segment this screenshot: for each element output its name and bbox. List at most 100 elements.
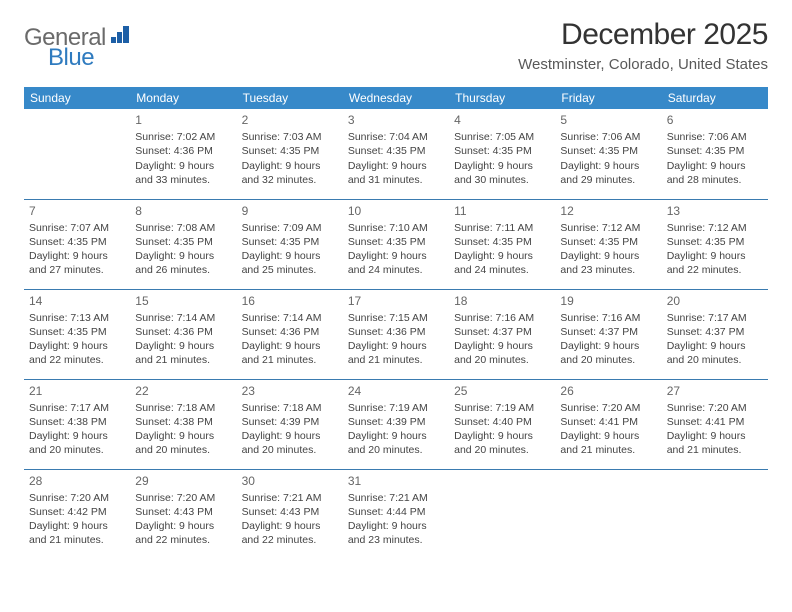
calendar-day-cell: 14Sunrise: 7:13 AMSunset: 4:35 PMDayligh…: [24, 289, 130, 379]
dl1-text: Daylight: 9 hours: [135, 429, 231, 443]
sunrise-text: Sunrise: 7:17 AM: [29, 401, 125, 415]
sunrise-text: Sunrise: 7:05 AM: [454, 130, 550, 144]
header: General Blue December 2025 Westminster, …: [24, 18, 768, 73]
dl2-text: and 20 minutes.: [135, 443, 231, 457]
calendar-day-cell: [24, 109, 130, 199]
calendar-day-cell: [449, 469, 555, 559]
dl1-text: Daylight: 9 hours: [454, 339, 550, 353]
sunset-text: Sunset: 4:36 PM: [348, 325, 444, 339]
calendar-day-cell: 22Sunrise: 7:18 AMSunset: 4:38 PMDayligh…: [130, 379, 236, 469]
dl2-text: and 23 minutes.: [560, 263, 656, 277]
day-number: 13: [667, 203, 763, 219]
dl1-text: Daylight: 9 hours: [560, 429, 656, 443]
dl1-text: Daylight: 9 hours: [135, 249, 231, 263]
day-number: 10: [348, 203, 444, 219]
dl2-text: and 20 minutes.: [560, 353, 656, 367]
sunset-text: Sunset: 4:43 PM: [242, 505, 338, 519]
sunrise-text: Sunrise: 7:12 AM: [560, 221, 656, 235]
sunrise-text: Sunrise: 7:18 AM: [242, 401, 338, 415]
dl2-text: and 22 minutes.: [667, 263, 763, 277]
day-number: 29: [135, 473, 231, 489]
dl1-text: Daylight: 9 hours: [348, 339, 444, 353]
dl1-text: Daylight: 9 hours: [135, 519, 231, 533]
calendar-day-cell: 28Sunrise: 7:20 AMSunset: 4:42 PMDayligh…: [24, 469, 130, 559]
sunset-text: Sunset: 4:37 PM: [667, 325, 763, 339]
day-number: 14: [29, 293, 125, 309]
dl2-text: and 20 minutes.: [242, 443, 338, 457]
sunrise-text: Sunrise: 7:02 AM: [135, 130, 231, 144]
sunrise-text: Sunrise: 7:20 AM: [135, 491, 231, 505]
dl2-text: and 29 minutes.: [560, 173, 656, 187]
sunset-text: Sunset: 4:43 PM: [135, 505, 231, 519]
dl2-text: and 22 minutes.: [29, 353, 125, 367]
weekday-header: Sunday: [24, 87, 130, 109]
calendar-day-cell: [555, 469, 661, 559]
day-number: 15: [135, 293, 231, 309]
sunset-text: Sunset: 4:39 PM: [242, 415, 338, 429]
sunset-text: Sunset: 4:35 PM: [348, 235, 444, 249]
dl1-text: Daylight: 9 hours: [667, 159, 763, 173]
sunrise-text: Sunrise: 7:18 AM: [135, 401, 231, 415]
calendar-week-row: 14 Sunrise: 7:13 AMSunset: 4:35 PM Dayligh…: [24, 289, 768, 379]
sunrise-text: Sunrise: 7:06 AM: [667, 130, 763, 144]
calendar-day-cell: 3Sunrise: 7:04 AMSunset: 4:35 PMDaylight…: [343, 109, 449, 199]
dl1-text: Daylight: 9 hours: [242, 159, 338, 173]
sunset-text: Sunset: 4:35 PM: [242, 144, 338, 158]
sunrise-text: Sunrise: 7:13 AM: [29, 311, 125, 325]
calendar-day-cell: 4Sunrise: 7:05 AMSunset: 4:35 PMDaylight…: [449, 109, 555, 199]
day-number: 28: [29, 473, 125, 489]
weekday-header: Monday: [130, 87, 236, 109]
sunrise-text: Sunrise: 7:17 AM: [667, 311, 763, 325]
sunset-text: Sunset: 4:35 PM: [29, 325, 125, 339]
dl1-text: Daylight: 9 hours: [242, 339, 338, 353]
dl2-text: and 23 minutes.: [348, 533, 444, 547]
sunrise-text: Sunrise: 7:10 AM: [348, 221, 444, 235]
dl2-text: and 26 minutes.: [135, 263, 231, 277]
day-number: 17: [348, 293, 444, 309]
day-number: 2: [242, 112, 338, 128]
day-number: 25: [454, 383, 550, 399]
calendar-day-cell: 29 Sunrise: 7:20 AMSunset: 4:43 PMDayligh…: [130, 469, 236, 559]
calendar-day-cell: 25Sunrise: 7:19 AMSunset: 4:40 PMDayligh…: [449, 379, 555, 469]
sunrise-text: Sunrise: 7:19 AM: [454, 401, 550, 415]
sunset-text: Sunset: 4:37 PM: [454, 325, 550, 339]
day-number: 31: [348, 473, 444, 489]
sunrise-text: Sunrise: 7:21 AM: [348, 491, 444, 505]
sunrise-text: Sunrise: 7:19 AM: [348, 401, 444, 415]
dl1-text: Daylight: 9 hours: [348, 519, 444, 533]
dl1-text: Daylight: 9 hours: [242, 249, 338, 263]
dl2-text: and 31 minutes.: [348, 173, 444, 187]
calendar-day-cell: 7Sunrise: 7:07 AMSunset: 4:35 PMDaylight…: [24, 199, 130, 289]
sunset-text: Sunset: 4:41 PM: [667, 415, 763, 429]
weekday-header-row: Sunday Monday Tuesday Wednesday Thursday…: [24, 87, 768, 109]
calendar-day-cell: 24Sunrise: 7:19 AMSunset: 4:39 PMDayligh…: [343, 379, 449, 469]
day-number: 11: [454, 203, 550, 219]
dl2-text: and 33 minutes.: [135, 173, 231, 187]
day-number: 12: [560, 203, 656, 219]
day-number: 1: [135, 112, 231, 128]
calendar-day-cell: 8Sunrise: 7:08 AMSunset: 4:35 PMDaylight…: [130, 199, 236, 289]
sunrise-text: Sunrise: 7:08 AM: [135, 221, 231, 235]
calendar-table: Sunday Monday Tuesday Wednesday Thursday…: [24, 87, 768, 559]
calendar-day-cell: 23Sunrise: 7:18 AMSunset: 4:39 PMDayligh…: [237, 379, 343, 469]
day-number: 16: [242, 293, 338, 309]
sunrise-text: Sunrise: 7:16 AM: [560, 311, 656, 325]
sunrise-text: Sunrise: 7:20 AM: [667, 401, 763, 415]
sunset-text: Sunset: 4:35 PM: [667, 144, 763, 158]
dl1-text: Daylight: 9 hours: [135, 159, 231, 173]
dl1-text: Daylight: 9 hours: [242, 429, 338, 443]
weekday-header: Friday: [555, 87, 661, 109]
logo-word2: Blue: [48, 44, 94, 72]
dl1-text: Daylight: 9 hours: [560, 249, 656, 263]
calendar-day-cell: 9Sunrise: 7:09 AMSunset: 4:35 PMDaylight…: [237, 199, 343, 289]
sunset-text: Sunset: 4:39 PM: [348, 415, 444, 429]
sunset-text: Sunset: 4:35 PM: [454, 144, 550, 158]
dl1-text: Daylight: 9 hours: [560, 339, 656, 353]
day-number: 20: [667, 293, 763, 309]
dl2-text: and 30 minutes.: [454, 173, 550, 187]
calendar-day-cell: 13Sunrise: 7:12 AMSunset: 4:35 PMDayligh…: [662, 199, 768, 289]
day-number: 8: [135, 203, 231, 219]
day-number: 5: [560, 112, 656, 128]
sunrise-text: Sunrise: 7:21 AM: [242, 491, 338, 505]
sunset-text: Sunset: 4:40 PM: [454, 415, 550, 429]
